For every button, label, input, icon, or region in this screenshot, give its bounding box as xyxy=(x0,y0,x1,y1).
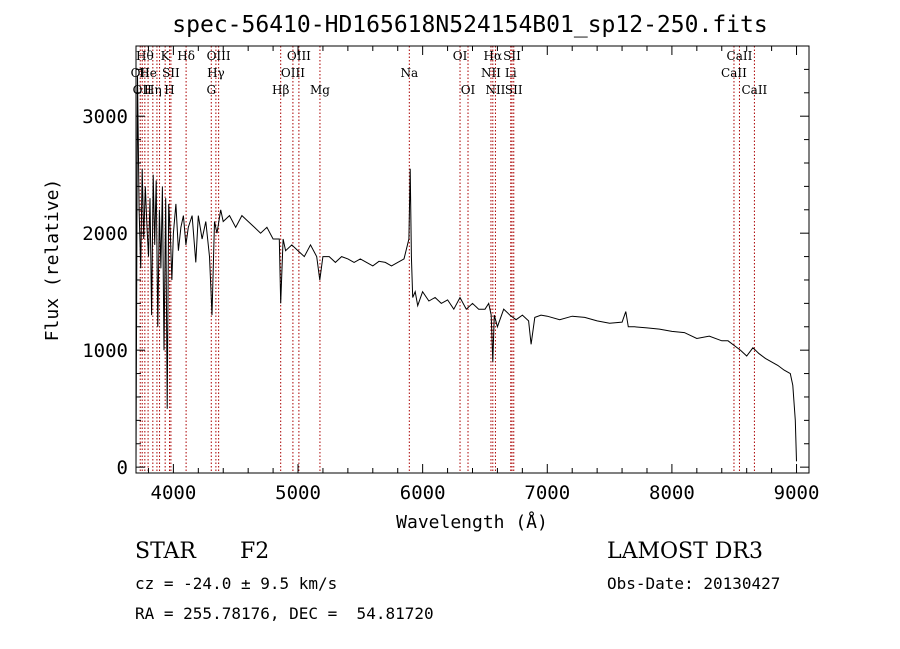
object-subclass: F2 xyxy=(240,539,270,564)
marker-label-7: K xyxy=(161,49,171,63)
marker-label-29: CaII xyxy=(741,83,767,97)
marker-label-17: Mg xyxy=(310,83,330,97)
line-marker-labels: OIIOIIHθHeHηKHSIIHδGHγOIIIHβOIIIOIIIMgNa… xyxy=(131,49,768,97)
marker-label-11: G xyxy=(206,83,216,97)
y-axis-ticks: 0 1000 2000 3000 xyxy=(82,68,809,479)
marker-label-9: SII xyxy=(162,66,180,80)
marker-label-2: Hθ xyxy=(136,49,154,63)
marker-label-19: OI xyxy=(453,49,468,63)
coordinates-text: RA = 255.78176, DEC = 54.81720 xyxy=(135,604,434,623)
x-tick-label: 7000 xyxy=(524,482,570,504)
x-tick-label: 6000 xyxy=(400,482,446,504)
x-tick-label: 4000 xyxy=(151,482,197,504)
marker-label-14: Hβ xyxy=(272,83,289,97)
spectrum-line xyxy=(135,75,797,468)
redshift-text: cz = -24.0 ± 9.5 km/s xyxy=(135,574,338,593)
plot-frame xyxy=(135,45,810,474)
y-tick-label: 1000 xyxy=(82,340,128,362)
marker-label-18: Na xyxy=(400,66,418,80)
marker-label-23: NII xyxy=(485,83,505,97)
marker-label-8: H xyxy=(164,83,174,97)
survey-name: LAMOST DR3 xyxy=(607,539,763,564)
marker-label-24: Li xyxy=(505,66,517,80)
x-axis-label: Wavelength (Å) xyxy=(396,511,548,533)
marker-label-12: Hγ xyxy=(207,66,225,80)
marker-label-4: Hη xyxy=(144,83,162,97)
x-tick-label: 5000 xyxy=(275,482,321,504)
marker-label-3: He xyxy=(139,66,157,80)
marker-label-13: OIII xyxy=(207,49,231,63)
chart-title: spec-56410-HD165618N524154B01_sp12-250.f… xyxy=(172,12,767,38)
line-markers xyxy=(139,46,755,473)
marker-label-22: Hα xyxy=(484,49,503,63)
marker-label-25: SII xyxy=(503,49,521,63)
marker-label-15: OIII xyxy=(281,66,305,80)
x-axis-ticks: 4000 5000 6000 7000 8000 9000 xyxy=(147,46,820,504)
marker-label-27: CaII xyxy=(721,66,747,80)
x-tick-label: 8000 xyxy=(649,482,695,504)
x-tick-label: 9000 xyxy=(774,482,820,504)
y-tick-label: 0 xyxy=(117,457,128,479)
object-class: STAR xyxy=(135,539,196,564)
marker-label-21: NII xyxy=(481,66,501,80)
y-tick-label: 2000 xyxy=(82,223,128,245)
marker-label-0: OII xyxy=(131,66,151,80)
marker-label-20: OI xyxy=(461,83,476,97)
y-tick-label: 3000 xyxy=(82,106,128,128)
marker-label-16: OIII xyxy=(287,49,311,63)
y-axis-label: Flux (relative) xyxy=(42,179,63,342)
marker-label-10: Hδ xyxy=(177,49,195,63)
obs-date: Obs-Date: 20130427 xyxy=(607,574,781,593)
marker-label-26: SII xyxy=(505,83,523,97)
marker-label-28: CaII xyxy=(727,49,753,63)
